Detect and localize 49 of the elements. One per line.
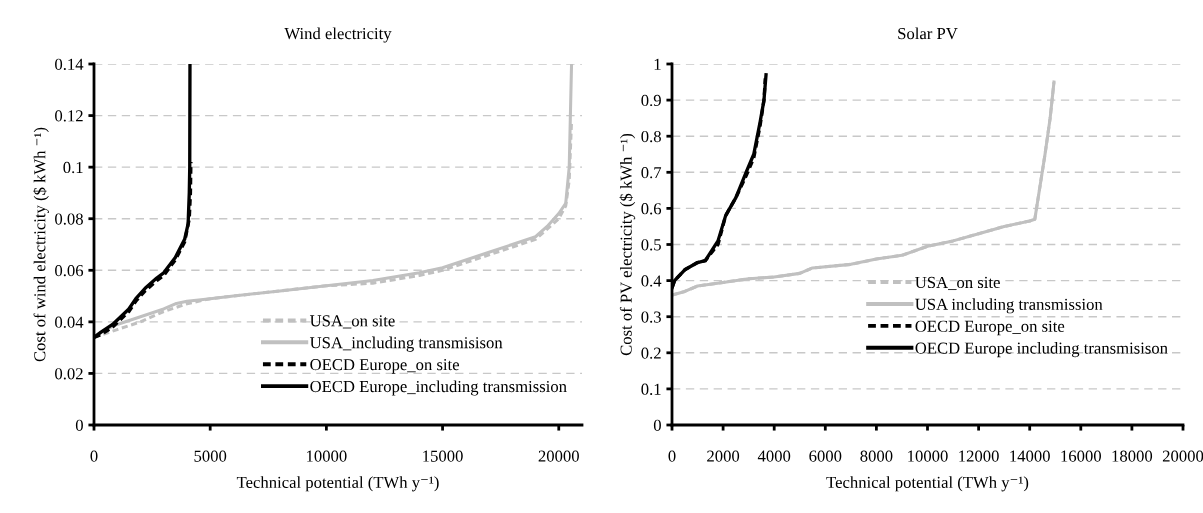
x-tick-label: 8000 (860, 450, 893, 462)
x-axis-title: Technical potential (TWh y⁻¹) (826, 476, 1029, 492)
legend-label: OECD Europe_on site (310, 359, 460, 374)
x-tick-label: 10000 (307, 450, 347, 462)
y-tick-label: 0.9 (641, 94, 661, 107)
x-tick-label: 2000 (707, 450, 740, 462)
y-tick-label: 0.8 (641, 130, 661, 143)
y-axis-title: Cost of wind electricity ($ kWh ⁻¹) (33, 127, 49, 362)
legend-label: USA including transmission (915, 298, 1103, 314)
y-tick-label: 0.08 (55, 213, 83, 225)
x-tick-label: 18000 (1112, 450, 1153, 462)
legend-label: USA_including transmisison (309, 336, 503, 352)
y-tick-label: 0.04 (55, 316, 84, 328)
y-tick-label: 0.4 (641, 275, 662, 287)
y-tick-label: 0.12 (55, 110, 83, 122)
x-tick-label: 16000 (1061, 450, 1101, 462)
y-tick-label: 0 (653, 419, 661, 431)
x-tick-label: 20000 (1162, 450, 1203, 462)
x-tick-label: 12000 (959, 450, 999, 462)
y-tick-label: 0.1 (63, 161, 83, 174)
legend-label: OECD Europe including transmisison (915, 342, 1168, 358)
x-tick-label: 4000 (757, 450, 791, 462)
y-tick-label: 0.14 (55, 58, 84, 71)
legend-label: USA_on site (915, 276, 1000, 291)
y-tick-label: 0 (75, 419, 83, 431)
x-tick-label: 10000 (908, 450, 948, 462)
chart-title: Wind electricity (284, 27, 392, 43)
x-tick-label: 0 (668, 450, 676, 462)
x-axis-title: Technical potential (TWh y⁻¹) (236, 476, 439, 492)
y-tick-label: 0.7 (641, 167, 662, 179)
x-tick-label: 14000 (1010, 450, 1050, 462)
x-tick-label: 6000 (809, 450, 842, 462)
x-tick-label: 20000 (538, 450, 579, 462)
legend-label: OECD Europe_including transmission (310, 380, 567, 396)
x-tick-label: 5000 (194, 450, 227, 462)
y-tick-label: 0.06 (55, 264, 84, 277)
y-tick-label: 0.2 (641, 347, 661, 359)
y-tick-label: 0.6 (641, 203, 662, 215)
x-tick-label: 15000 (423, 450, 463, 462)
y-tick-label: 0.1 (641, 383, 661, 395)
y-tick-label: 0.5 (641, 239, 661, 251)
y-tick-label: 0.3 (641, 311, 661, 323)
y-tick-label: 1 (654, 58, 661, 70)
y-tick-label: 0.02 (55, 368, 83, 380)
legend-label: USA_on site (309, 315, 395, 329)
x-tick-label: 0 (90, 450, 98, 462)
chart-title: Solar PV (898, 27, 958, 40)
y-axis-title: Cost of PV electricity ($ kWh ⁻¹) (619, 133, 636, 356)
legend-label: OECD Europe_on site (915, 320, 1065, 336)
